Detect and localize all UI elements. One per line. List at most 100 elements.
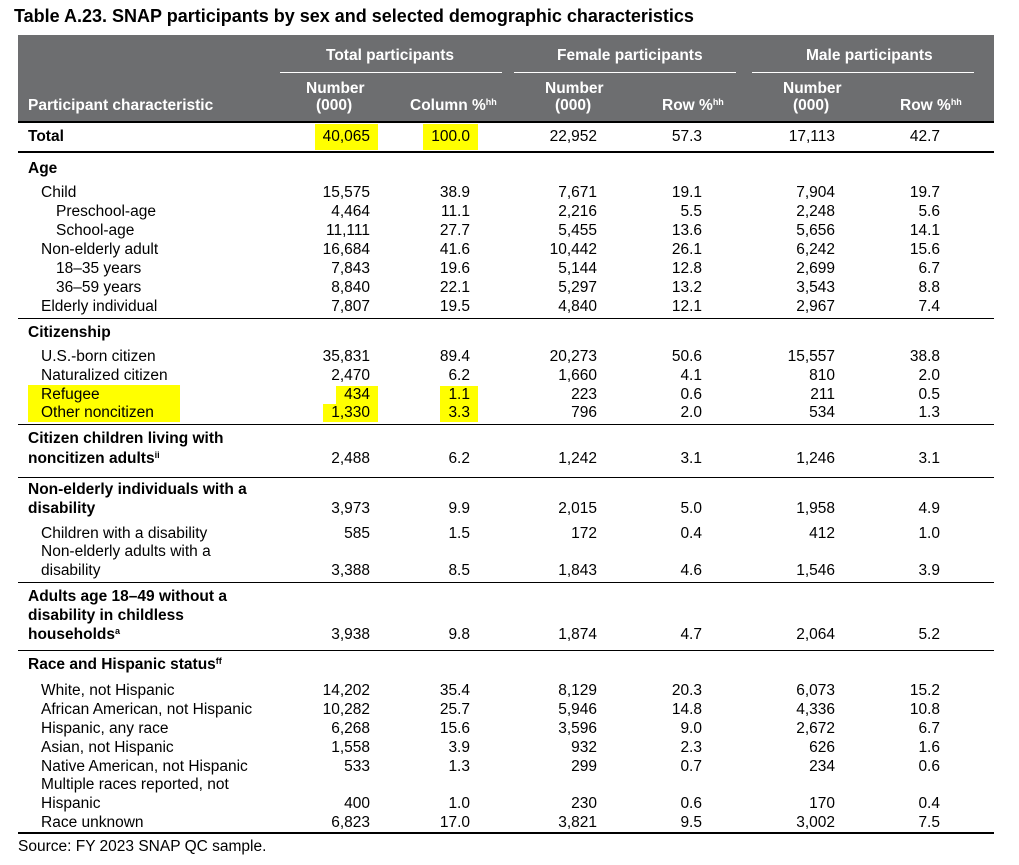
cell-female-number: 1,660 bbox=[558, 367, 597, 384]
cell-female-number: 3,821 bbox=[558, 814, 597, 831]
cell-female-number: 5,144 bbox=[558, 260, 597, 277]
header-number-line2: (000) bbox=[316, 97, 353, 114]
cell-female-row-pct: 20.3 bbox=[671, 682, 702, 699]
cell-female-row-pct: 4.7 bbox=[680, 626, 702, 643]
row-label: 36–59 years bbox=[56, 279, 142, 296]
row-label: Hispanic bbox=[41, 795, 101, 812]
cell-female-row-pct: 13.2 bbox=[671, 279, 702, 296]
row-label: Naturalized citizen bbox=[41, 367, 168, 384]
cell-female-row-pct: 26.1 bbox=[671, 241, 702, 258]
section-heading-disability-line2: disability bbox=[28, 500, 96, 517]
cell-total-number: 3,388 bbox=[331, 562, 370, 579]
cell-total-number: 1,330 bbox=[323, 404, 378, 422]
cell-female-row-pct: 4.1 bbox=[680, 367, 702, 384]
cell-total-number: 400 bbox=[344, 795, 370, 812]
cell-male-number: 1,958 bbox=[796, 500, 835, 517]
section-heading-abawd-line3: householdsa bbox=[28, 626, 120, 643]
header-row-pct: Row %hh bbox=[900, 97, 962, 114]
cell-total-column-pct: 19.6 bbox=[439, 260, 470, 277]
section-rule bbox=[18, 650, 994, 651]
cell-female-number: 223 bbox=[571, 386, 597, 403]
section-rule bbox=[18, 832, 994, 834]
cell-total-number: 16,684 bbox=[322, 241, 370, 258]
cell-male-row-pct: 0.5 bbox=[918, 386, 940, 403]
cell-female-number: 5,946 bbox=[558, 701, 597, 718]
cell-male-number: 626 bbox=[809, 739, 835, 756]
cell-male-number: 412 bbox=[809, 525, 835, 542]
cell-male-number: 1,246 bbox=[796, 450, 835, 467]
row-label: Other noncitizen bbox=[41, 404, 154, 421]
cell-male-row-pct: 0.4 bbox=[918, 795, 940, 812]
cell-female-number: 1,843 bbox=[558, 562, 597, 579]
cell-female-row-pct: 14.8 bbox=[671, 701, 702, 718]
cell-female-row-pct: 4.6 bbox=[680, 562, 702, 579]
section-heading-abawd: Adults age 18–49 without a bbox=[28, 588, 227, 605]
cell-female-number: 20,273 bbox=[549, 348, 597, 365]
cell-total-column-pct: 6.2 bbox=[448, 367, 470, 384]
cell-total-column-pct: 35.4 bbox=[439, 682, 470, 699]
cell-total-column-pct: 41.6 bbox=[439, 241, 470, 258]
cell-female-number: 172 bbox=[571, 525, 597, 542]
cell-male-number: 2,699 bbox=[796, 260, 835, 277]
header-group-male: Male participants bbox=[806, 47, 933, 64]
cell-male-row-pct: 3.1 bbox=[918, 450, 940, 467]
cell-male-row-pct: 38.8 bbox=[909, 348, 940, 365]
cell-male-row-pct: 10.8 bbox=[909, 701, 940, 718]
cell-total-number: 6,823 bbox=[331, 814, 370, 831]
cell-female-number: 22,952 bbox=[549, 128, 597, 145]
cell-male-row-pct: 8.8 bbox=[918, 279, 940, 296]
cell-female-row-pct: 57.3 bbox=[671, 128, 702, 145]
row-label: disability bbox=[41, 562, 101, 579]
cell-male-row-pct: 15.2 bbox=[909, 682, 940, 699]
row-label: School-age bbox=[56, 222, 135, 239]
cell-male-number: 6,242 bbox=[796, 241, 835, 258]
cell-female-number: 5,455 bbox=[558, 222, 597, 239]
cell-female-row-pct: 5.0 bbox=[680, 500, 702, 517]
cell-female-row-pct: 0.7 bbox=[680, 758, 702, 775]
section-rule bbox=[18, 582, 994, 583]
cell-female-row-pct: 0.6 bbox=[680, 795, 702, 812]
section-heading-abawd-line2: disability in childless bbox=[28, 607, 184, 624]
section-heading-race: Race and Hispanic statusff bbox=[28, 656, 222, 673]
cell-male-number: 211 bbox=[810, 386, 835, 403]
cell-male-number: 234 bbox=[809, 758, 835, 775]
section-heading-citizen-children-line2: noncitizen adultsii bbox=[28, 450, 160, 467]
cell-male-number: 6,073 bbox=[796, 682, 835, 699]
row-label: Asian, not Hispanic bbox=[41, 739, 174, 756]
cell-total-number: 2,470 bbox=[331, 367, 370, 384]
table-header bbox=[18, 35, 994, 121]
cell-male-row-pct: 3.9 bbox=[918, 562, 940, 579]
cell-total-column-pct: 89.4 bbox=[439, 348, 470, 365]
cell-female-number: 8,129 bbox=[558, 682, 597, 699]
cell-total-column-pct: 1.0 bbox=[448, 795, 470, 812]
cell-male-number: 4,336 bbox=[796, 701, 835, 718]
cell-female-row-pct: 0.4 bbox=[680, 525, 702, 542]
section-heading-citizen-children: Citizen children living with bbox=[28, 430, 224, 447]
highlight-refugee-label bbox=[28, 385, 180, 422]
cell-male-number: 810 bbox=[809, 367, 835, 384]
cell-female-row-pct: 12.1 bbox=[671, 298, 702, 315]
cell-female-number: 230 bbox=[571, 795, 597, 812]
cell-female-row-pct: 50.6 bbox=[671, 348, 702, 365]
cell-male-row-pct: 7.5 bbox=[918, 814, 940, 831]
cell-total-number: 14,202 bbox=[322, 682, 370, 699]
cell-total-column-pct: 3.3 bbox=[440, 404, 478, 422]
cell-total-number: 10,282 bbox=[322, 701, 370, 718]
cell-total-column-pct: 9.9 bbox=[448, 500, 470, 517]
cell-male-row-pct: 14.1 bbox=[909, 222, 940, 239]
row-label: Preschool-age bbox=[56, 203, 156, 220]
cell-male-row-pct: 5.2 bbox=[918, 626, 940, 643]
row-label: African American, not Hispanic bbox=[41, 701, 253, 718]
cell-total-column-pct: 3.9 bbox=[448, 739, 470, 756]
cell-male-row-pct: 7.4 bbox=[918, 298, 940, 315]
cell-male-number: 2,967 bbox=[796, 298, 835, 315]
cell-total-number: 35,831 bbox=[322, 348, 370, 365]
row-label: 18–35 years bbox=[56, 260, 142, 277]
row-label: Non-elderly adult bbox=[41, 241, 159, 258]
header-divider-male bbox=[752, 72, 974, 73]
cell-male-number: 3,543 bbox=[796, 279, 835, 296]
cell-male-number: 3,002 bbox=[796, 814, 835, 831]
header-row-pct: Row %hh bbox=[662, 97, 724, 114]
cell-male-row-pct: 19.7 bbox=[909, 184, 940, 201]
row-label: Multiple races reported, not bbox=[41, 776, 229, 793]
